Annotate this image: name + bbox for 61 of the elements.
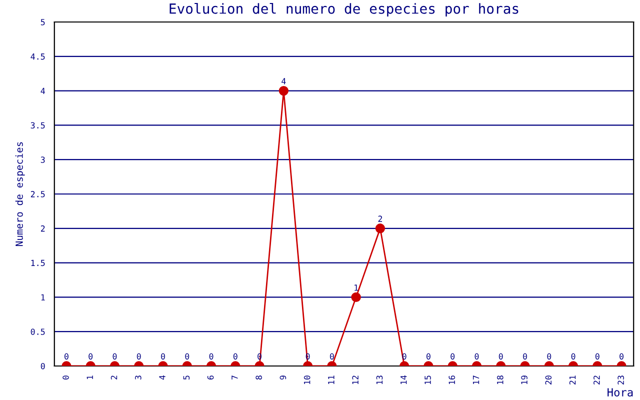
x-axis-title: Hora <box>608 388 633 396</box>
data-label: 0 <box>209 353 214 360</box>
data-label: 0 <box>426 353 430 360</box>
data-label: 0 <box>571 353 576 360</box>
x-tick-label: 11 <box>328 376 334 384</box>
data-label: 0 <box>330 353 334 360</box>
data-label: 4 <box>282 78 286 84</box>
x-tick-label: 22 <box>594 376 600 384</box>
x-tick-label: 3 <box>135 376 142 380</box>
data-label: 0 <box>112 353 117 360</box>
x-tick-label: 19 <box>521 376 528 384</box>
data-label: 0 <box>88 353 93 360</box>
x-tick-label: 0 <box>62 376 69 380</box>
x-tick-label: 14 <box>400 375 407 384</box>
x-tick-label: 21 <box>569 376 576 384</box>
data-label: 0 <box>474 353 479 360</box>
y-tick-label: 0 <box>40 363 45 370</box>
data-label: 0 <box>161 353 165 360</box>
x-tick-label: 15 <box>424 376 431 384</box>
y-tick-label: 4 <box>40 88 45 94</box>
y-tick-label: 3 <box>40 156 45 163</box>
y-tick-label: 2.5 <box>30 191 45 198</box>
data-label: 0 <box>620 353 624 360</box>
data-label: 2 <box>378 216 382 222</box>
x-tick-label: 16 <box>448 376 456 384</box>
data-label: 0 <box>136 353 141 360</box>
x-tick-label: 6 <box>207 376 214 380</box>
x-tick-label: 18 <box>497 376 504 384</box>
point <box>375 224 386 234</box>
y-tick-label: 4.5 <box>30 54 45 60</box>
x-tick-label: 2 <box>110 376 118 380</box>
data-label: 0 <box>185 353 190 360</box>
data-label: 0 <box>64 353 68 360</box>
x-tick-label: 9 <box>280 376 286 380</box>
x-tick-label: 13 <box>376 376 383 384</box>
x-tick-label: 1 <box>86 376 93 380</box>
y-tick-label: 0.5 <box>30 328 45 335</box>
y-tick-label: 1.5 <box>31 260 45 266</box>
x-tick-label: 23 <box>618 376 624 384</box>
y-axis-title: Numero de especies <box>15 142 25 246</box>
point <box>278 86 289 96</box>
chart-title: Evolucion del numero de especies por horas <box>170 3 518 17</box>
data-label: 0 <box>595 353 600 360</box>
data-label: 0 <box>498 353 503 360</box>
y-tick-label: 3.5 <box>30 122 45 129</box>
data-label: 0 <box>233 353 238 360</box>
y-tick-label: 5 <box>40 19 45 26</box>
data-label: 1 <box>354 284 358 291</box>
x-tick-label: 5 <box>183 376 190 380</box>
x-tick-label: 7 <box>232 376 238 380</box>
x-tick-label: 20 <box>545 376 552 384</box>
data-label: 0 <box>523 353 527 360</box>
data-label: 0 <box>547 353 552 360</box>
x-tick-label: 12 <box>352 376 358 384</box>
x-tick-label: 8 <box>256 376 262 380</box>
x-tick-label: 17 <box>472 376 480 384</box>
x-tick-label: 10 <box>304 376 310 384</box>
y-tick-label: 2 <box>40 225 45 232</box>
data-label: 0 <box>450 353 455 360</box>
x-tick-label: 4 <box>159 375 166 380</box>
y-tick-label: 1 <box>41 294 45 300</box>
